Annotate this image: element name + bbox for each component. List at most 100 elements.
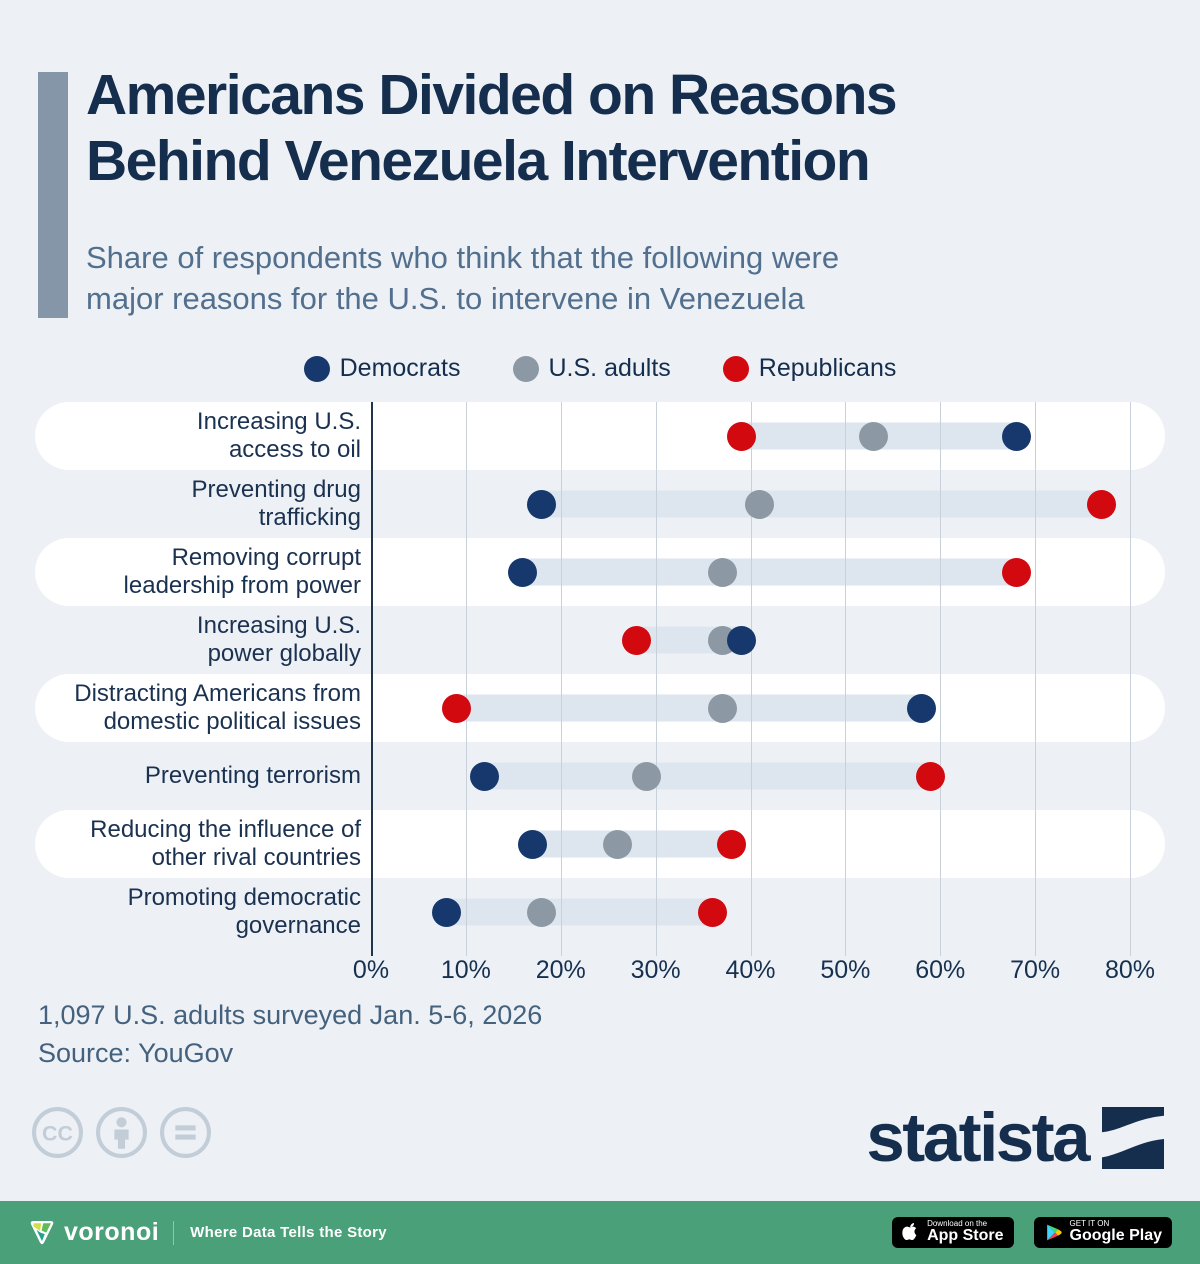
dot-u-s-adults [859,421,889,451]
dot-republicans [717,829,747,859]
x-axis-tick-label: 80% [1104,956,1156,984]
app-store-badge-small-text: Download on the [927,1218,988,1228]
row-plot-area [371,674,1165,742]
legend-dot-icon [512,355,539,382]
dot-republicans [916,761,946,791]
svg-text:CC: CC [42,1122,73,1146]
dot-democrats [906,693,936,723]
voronoi-icon [30,1220,54,1244]
chart-row: Removing corrupt leadership from power [35,538,1165,606]
row-plot-area [371,470,1165,538]
row-label: Preventing drug trafficking [191,475,361,531]
x-axis-tick-label: 70% [1010,956,1061,984]
legend-label: Republicans [758,354,897,382]
subtitle-line-2: major reasons for the U.S. to intervene … [86,280,805,316]
legend-dot-icon [722,355,749,382]
chart-row: Increasing U.S. access to oil [35,402,1165,470]
row-label: Distracting Americans from domestic polit… [74,679,361,735]
google-play-badge-large-text: Google Play [1069,1227,1162,1245]
row-label: Preventing terrorism [144,761,361,789]
title-line-2: Behind Venezuela Intervention [86,129,871,194]
dot-democrats [517,829,547,859]
dot-democrats [432,897,462,927]
dot-u-s-adults [707,557,737,587]
x-axis-tick-label: 10% [440,956,491,984]
x-axis-tick-label: 20% [535,956,586,984]
cc-icon: CC [32,1107,83,1158]
row-label: Promoting democratic governance [127,883,361,939]
chart-row: Preventing drug trafficking [35,470,1165,538]
row-label: Reducing the influence of other rival cou… [90,815,361,871]
voronoi-brand: voronoi [28,1218,159,1247]
range-connector [527,490,1116,518]
google-play-icon [1046,1224,1062,1241]
x-axis-tick-label: 40% [725,956,776,984]
legend-label: Democrats [339,354,461,382]
chart-row: Preventing terrorism [35,742,1165,810]
statista-logo: statista [866,1098,1164,1177]
voronoi-wordmark: voronoi [64,1218,160,1246]
dot-democrats [508,557,538,587]
dot-republicans [622,625,652,655]
dot-republicans [726,421,756,451]
statista-icon [1102,1106,1164,1169]
google-play-badge-small-text: GET IT ON [1069,1218,1110,1228]
dot-republicans [441,693,471,723]
row-plot-area [371,402,1165,470]
apple-icon [902,1223,917,1241]
x-axis-tick-label: 60% [915,956,966,984]
dot-republicans [698,897,728,927]
legend-item-republicans: Republicans [722,354,897,383]
chart-row: Increasing U.S. power globally [35,606,1165,674]
title-accent-bar [38,72,68,318]
row-label: Increasing U.S. power globally [196,611,361,667]
survey-footnote: 1,097 U.S. adults surveyed Jan. 5-6, 202… [38,1000,543,1030]
legend-item-u-s-adults: U.S. adults [512,354,671,383]
x-axis-tick-label: 30% [630,956,681,984]
row-plot-area [371,878,1165,946]
dot-u-s-adults [745,489,775,519]
range-connector [508,558,1031,586]
creative-commons-icons: CC [31,1106,212,1159]
row-plot-area [371,538,1165,606]
dot-u-s-adults [707,693,737,723]
dot-u-s-adults [603,829,633,859]
dot-democrats [470,761,500,791]
dot-u-s-adults [631,761,661,791]
dot-democrats [726,625,756,655]
row-label: Removing corrupt leadership from power [123,543,361,599]
app-store-badge: Download on the App Store [892,1217,1014,1248]
x-axis-tick-label: 50% [820,956,871,984]
chart-row: Reducing the influence of other rival cou… [35,810,1165,878]
app-store-badge-large-text: App Store [927,1227,1004,1245]
row-label: Increasing U.S. access to oil [196,407,361,463]
dot-republicans [1087,489,1117,519]
x-axis-labels: 0% 10% 20% 30% 40% 50% 60% 70% 80% [353,956,1165,986]
range-connector [432,898,727,926]
chart-row: Promoting democratic governance [35,878,1165,946]
footer-tagline: Where Data Tells the Story [190,1224,387,1241]
source-footnote: Source: YouGov [38,1038,234,1068]
title-line-1: Americans Divided on Reasons [86,63,898,127]
chart-rows: Increasing U.S. access to oil Preventing d… [35,402,1165,946]
attribution-icon [96,1107,147,1158]
row-plot-area [371,742,1165,810]
legend-dot-icon [303,355,330,382]
dot-democrats [527,489,557,519]
chart-legend: Democrats U.S. adults Republicans [0,354,1200,383]
legend-item-democrats: Democrats [303,354,461,383]
google-play-badge: GET IT ON Google Play [1033,1217,1172,1248]
legend-label: U.S. adults [548,354,671,382]
statista-wordmark: statista [866,1099,1090,1176]
chart-row: Distracting Americans from domestic polit… [35,674,1165,742]
row-plot-area [371,810,1165,878]
range-connector [442,694,936,722]
subtitle-line-1: Share of respondents who think that the … [86,240,840,275]
footer-bar: voronoi Where Data Tells the Story Downl… [0,1201,1200,1264]
page-title: Americans Divided on Reasons Behind Vene… [86,62,1166,194]
no-derivatives-icon [160,1107,211,1158]
x-axis-tick-label: 0% [352,956,390,984]
row-plot-area [371,606,1165,674]
page-subtitle: Share of respondents who think that the … [86,238,1136,320]
